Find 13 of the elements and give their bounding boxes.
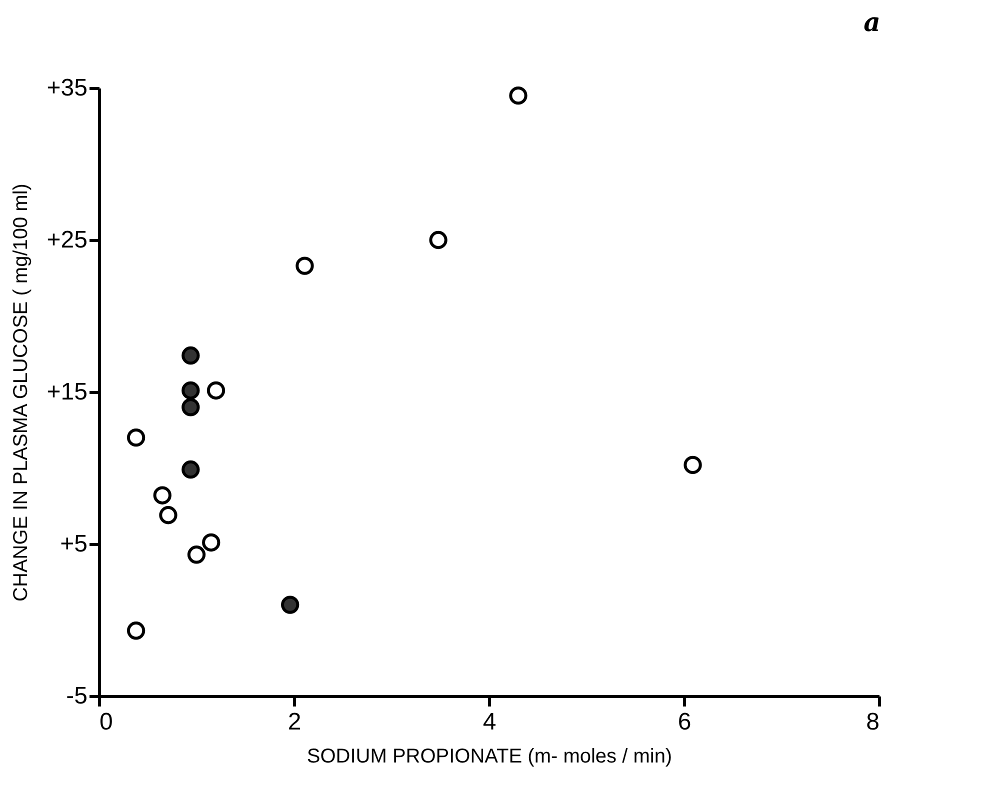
x-tick-label: 2 [288, 708, 302, 736]
x-tick-label: 0 [100, 708, 113, 736]
y-tick-label: +15 [46, 378, 88, 406]
x-axis-title: SODIUM PROPIONATE (m- moles / min) [306, 746, 672, 768]
y-tick-label: +5 [60, 530, 88, 558]
text: a [864, 8, 880, 38]
x-tick-label: 8 [866, 708, 880, 736]
y-tick-label: +25 [46, 226, 88, 254]
x-tick-label: 6 [678, 708, 692, 736]
y-axis-title: CHANGE IN PLASMA GLUCOSE ( mg/100 ml) [10, 184, 32, 602]
y-tick-label: +35 [46, 74, 88, 102]
x-tick-label: 4 [482, 708, 496, 736]
y-tick-label: -5 [66, 682, 88, 710]
